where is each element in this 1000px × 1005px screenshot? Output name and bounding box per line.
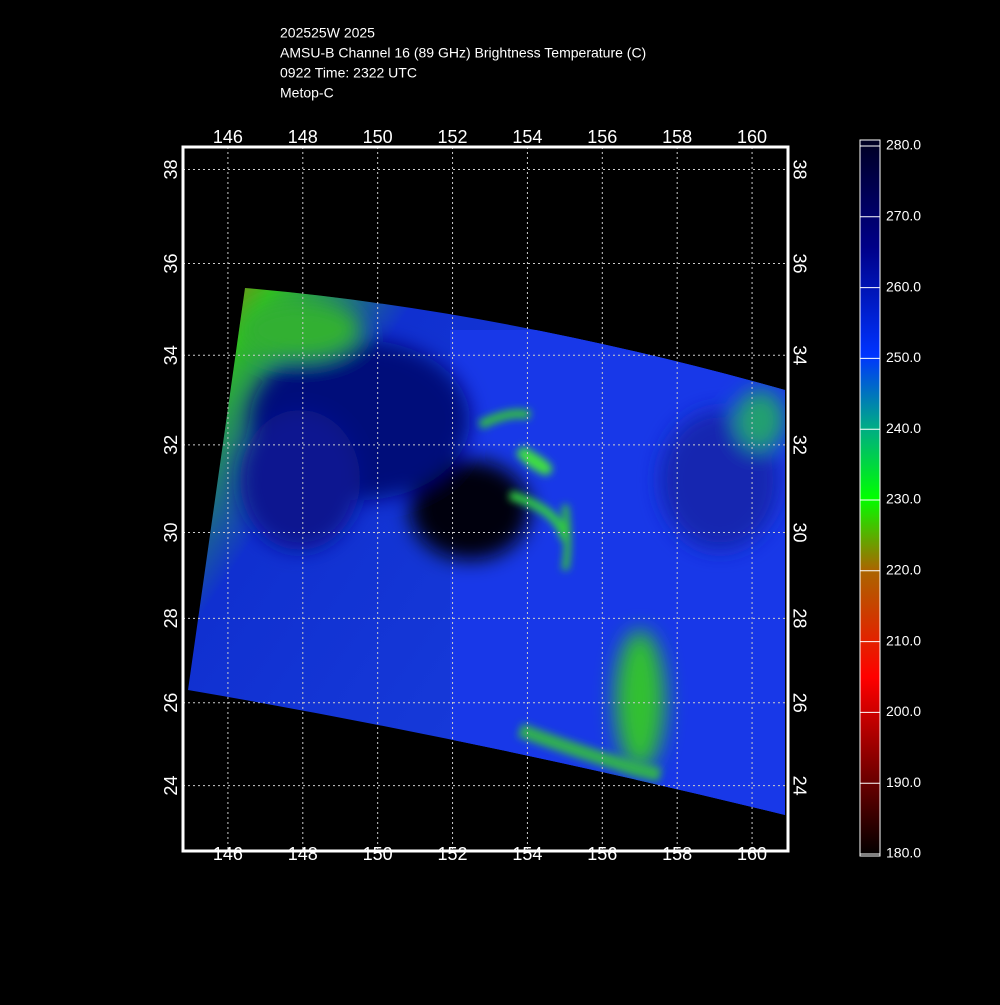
- x-tick-label: 150: [363, 844, 393, 864]
- map-frame: [181, 145, 790, 853]
- x-tick-label: 158: [662, 127, 692, 147]
- y-tick-label: 34: [789, 345, 809, 365]
- x-tick-label: 160: [737, 127, 767, 147]
- x-tick-label: 152: [438, 844, 468, 864]
- header-line: 202525W 2025: [280, 25, 375, 41]
- colorbar-label: 240.0: [886, 420, 921, 436]
- y-tick-label: 24: [161, 776, 181, 796]
- grid: [183, 147, 788, 851]
- y-tick-label: 32: [161, 435, 181, 455]
- x-tick-label: 148: [288, 844, 318, 864]
- y-tick-label: 26: [789, 693, 809, 713]
- x-tick-label: 146: [213, 127, 243, 147]
- y-tick-label: 36: [161, 254, 181, 274]
- x-tick-label: 152: [438, 127, 468, 147]
- y-tick-label: 30: [789, 522, 809, 542]
- colorbar-label: 280.0: [886, 137, 921, 153]
- y-tick-label: 34: [161, 345, 181, 365]
- colorbar-label: 180.0: [886, 845, 921, 861]
- colorbar: [859, 139, 881, 857]
- x-tick-label: 146: [213, 844, 243, 864]
- x-tick-label: 150: [363, 127, 393, 147]
- y-tick-label: 26: [161, 693, 181, 713]
- colorbar-label: 190.0: [886, 774, 921, 790]
- y-tick-label: 24: [789, 776, 809, 796]
- header-line: AMSU-B Channel 16 (89 GHz) Brightness Te…: [280, 45, 646, 61]
- x-tick-label: 158: [662, 844, 692, 864]
- x-tick-label: 156: [587, 127, 617, 147]
- colorbar-label: 220.0: [886, 562, 921, 578]
- x-tick-label: 148: [288, 127, 318, 147]
- y-tick-label: 38: [161, 159, 181, 179]
- header-line: Metop-C: [280, 85, 334, 101]
- y-tick-label: 38: [789, 159, 809, 179]
- x-tick-label: 160: [737, 844, 767, 864]
- header-line: 0922 Time: 2322 UTC: [280, 65, 417, 81]
- colorbar-label: 260.0: [886, 278, 921, 294]
- colorbar-label: 210.0: [886, 632, 921, 648]
- y-tick-label: 30: [161, 522, 181, 542]
- y-tick-label: 32: [789, 435, 809, 455]
- x-tick-label: 156: [587, 844, 617, 864]
- y-tick-label: 36: [789, 254, 809, 274]
- colorbar-label: 230.0: [886, 491, 921, 507]
- x-tick-label: 154: [512, 127, 542, 147]
- y-tick-label: 28: [789, 608, 809, 628]
- swath-image: [188, 288, 785, 815]
- colorbar-label: 250.0: [886, 349, 921, 365]
- y-tick-label: 28: [161, 608, 181, 628]
- x-tick-label: 154: [512, 844, 542, 864]
- colorbar-label: 270.0: [886, 208, 921, 224]
- colorbar-label: 200.0: [886, 703, 921, 719]
